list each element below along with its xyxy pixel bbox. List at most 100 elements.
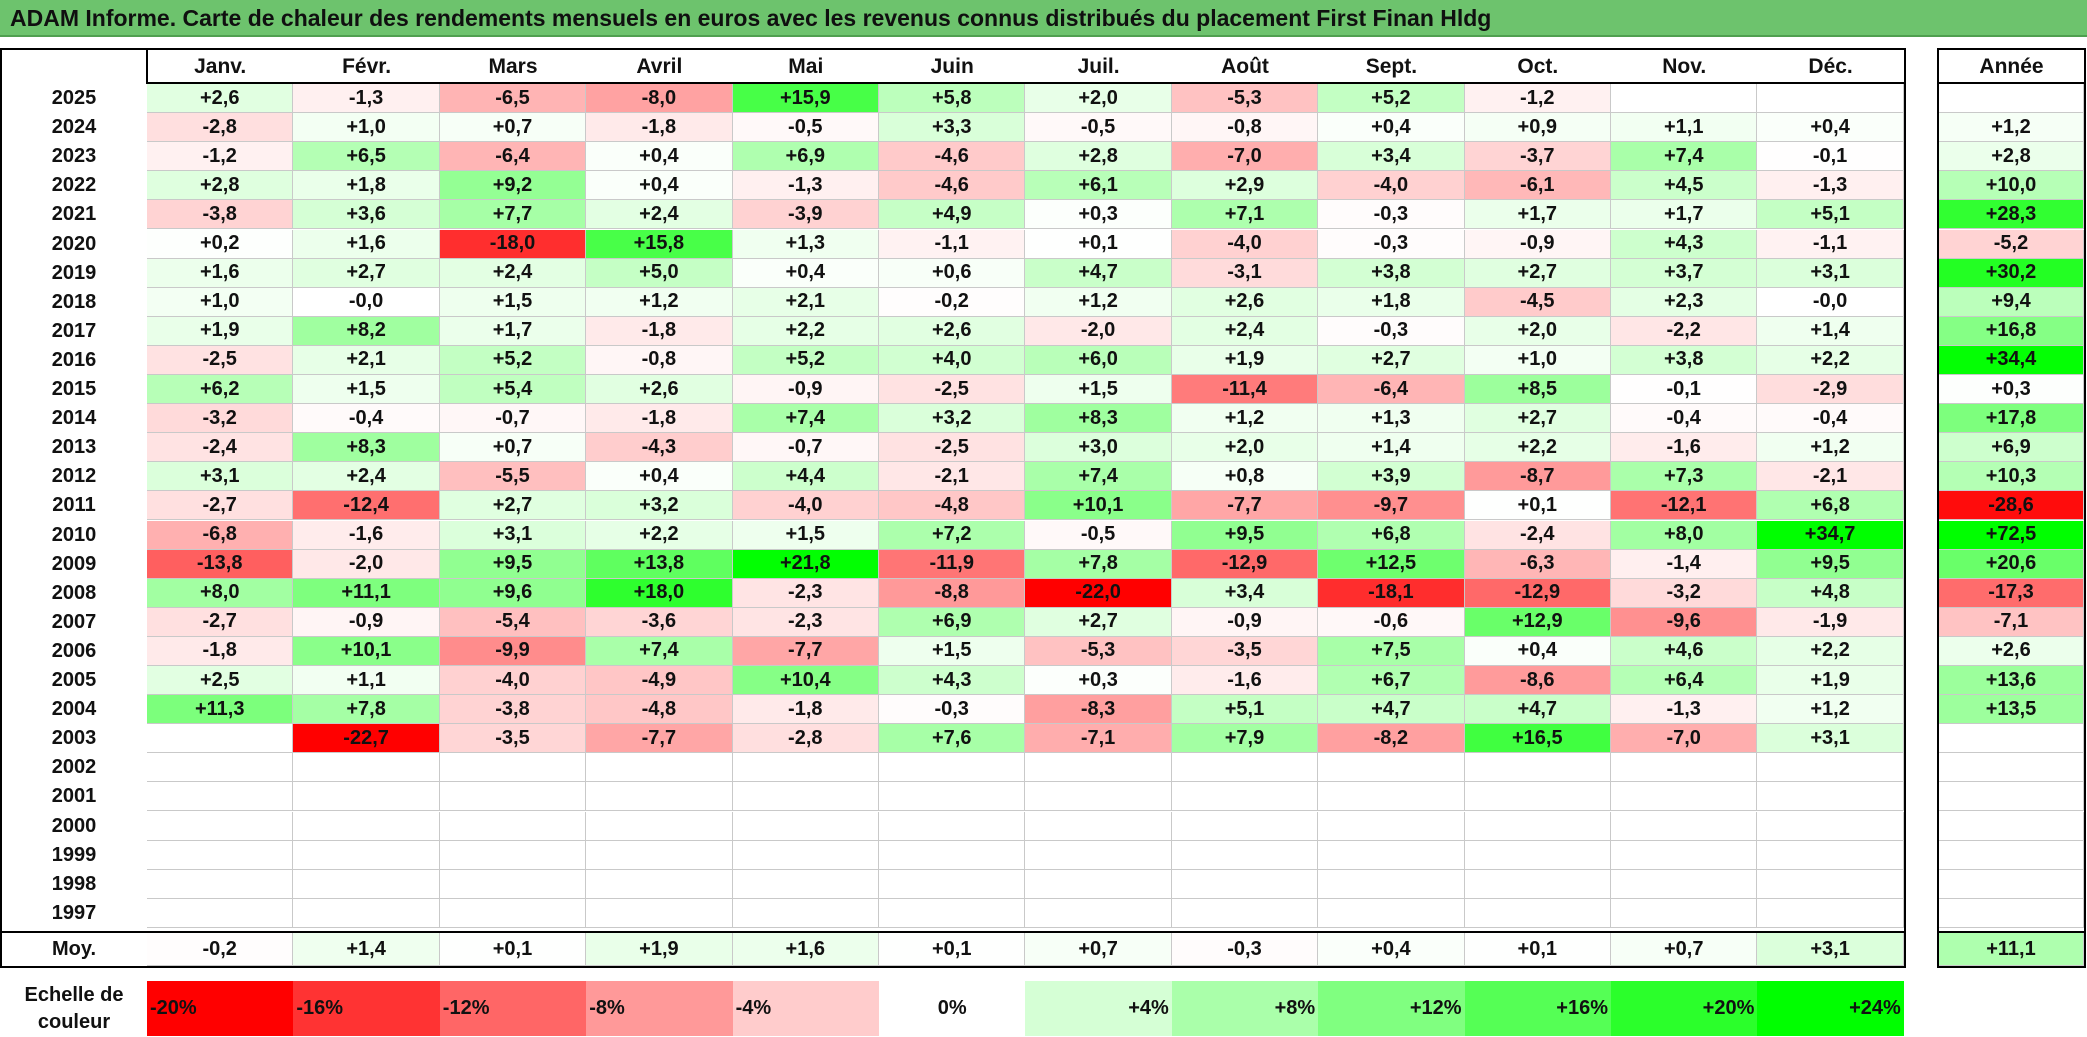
heatmap-cell: -0,5 [1025,520,1172,550]
heatmap-cell [1757,782,1904,812]
heatmap-cell [439,782,587,812]
heatmap-cell: +12,5 [1318,549,1465,579]
year-label: 2009 [51,552,97,575]
average-cell: +0,7 [1611,933,1758,966]
heatmap-cell [147,782,294,812]
heatmap-cell [147,898,294,928]
heatmap-cell: +7,2 [879,520,1026,550]
heatmap-cell: +1,5 [879,636,1026,666]
heatmap-cell: -4,0 [732,491,879,521]
heatmap-cell: -12,1 [1611,491,1758,521]
heatmap-cell: -4,6 [879,142,1026,172]
heatmap-cell [1318,840,1465,870]
heatmap-cell: -0,9 [293,607,440,637]
heatmap-cell: +15,8 [586,229,733,259]
heatmap-cell: -3,2 [147,404,294,434]
heatmap-cell [732,753,879,783]
annual-cell: +2,8 [1939,142,2084,172]
heatmap-cell [147,724,294,754]
heatmap-cell: -6,4 [1318,375,1465,405]
annual-cell: +0,3 [1939,375,2084,405]
heatmap-cell: +3,9 [1318,462,1465,492]
heatmap-cell: -6,5 [439,84,587,114]
heatmap-cell: -0,8 [1171,113,1319,143]
heatmap-cell: -12,4 [293,491,440,521]
heatmap-cell: +3,1 [1757,724,1904,754]
heatmap-cell [732,869,879,899]
heatmap-cell: +13,8 [586,549,733,579]
heatmap-cell: -4,5 [1464,287,1611,317]
heatmap-cell [293,753,440,783]
month-header: Mai [788,54,824,78]
heatmap-cell: +2,6 [879,316,1026,346]
heatmap-cell: -18,1 [1318,578,1465,608]
heatmap-cell: +2,7 [1025,607,1172,637]
annual-cell: +6,9 [1939,433,2084,463]
heatmap-cell: +3,1 [439,520,587,550]
heatmap-cell: +7,3 [1611,462,1758,492]
heatmap-cell: -7,7 [1171,491,1319,521]
heatmap-cell [1318,782,1465,812]
heatmap-cell: +1,8 [1318,287,1465,317]
heatmap-cell: -3,1 [1171,258,1319,288]
heatmap-cell: +9,5 [1171,520,1319,550]
heatmap-cell: -6,8 [147,520,294,550]
heatmap-cell [1611,753,1758,783]
heatmap-cell: +1,8 [293,171,440,201]
heatmap-cell: +0,4 [1318,113,1465,143]
heatmap-cell: -0,4 [293,404,440,434]
color-scale-swatch: -4% [732,981,879,1036]
heatmap-cell: +1,6 [293,229,440,259]
heatmap-cell: -4,0 [1171,229,1319,259]
color-scale-swatch: +12% [1318,981,1465,1036]
annual-cell: +30,2 [1939,258,2084,288]
heatmap-cell: -3,8 [439,695,587,725]
heatmap-cell [1171,840,1319,870]
heatmap-cell: -2,0 [293,549,440,579]
heatmap-cell: +0,4 [586,462,733,492]
heatmap-cell: -8,2 [1318,724,1465,754]
heatmap-cell: -2,2 [1611,316,1758,346]
heatmap-cell: +1,5 [293,375,440,405]
heatmap-cell: +6,0 [1025,345,1172,375]
heatmap-cell: +2,8 [147,171,294,201]
heatmap-cell: -13,8 [147,549,294,579]
heatmap-cell: +6,8 [1318,520,1465,550]
heatmap-cell [1757,84,1904,114]
heatmap-cell: -2,9 [1757,375,1904,405]
heatmap-cell: +1,3 [1318,404,1465,434]
heatmap-cell: +2,3 [1611,287,1758,317]
year-label: 2002 [51,756,97,779]
heatmap-cell: +8,5 [1464,375,1611,405]
heatmap-cell: +2,6 [147,84,294,114]
heatmap-cell: +0,4 [586,171,733,201]
heatmap-cell [586,898,733,928]
annual-cell: +13,6 [1939,666,2084,696]
heatmap-cell: -1,3 [293,84,440,114]
annual-cell: -17,3 [1939,578,2084,608]
month-header: Août [1221,54,1269,78]
heatmap-cell [1757,840,1904,870]
annual-cell: +2,6 [1939,636,2084,666]
heatmap-cell: +4,3 [879,666,1026,696]
heatmap-cell: -1,2 [147,142,294,172]
heatmap-cell: -1,3 [1611,695,1758,725]
heatmap-cell: +0,3 [1025,666,1172,696]
heatmap-cell: +4,3 [1611,229,1758,259]
heatmap-cell: +1,7 [439,316,587,346]
year-label: 2022 [51,174,97,197]
heatmap-cell: +5,8 [879,84,1026,114]
average-cell: +1,6 [732,933,879,966]
heatmap-cell: +0,4 [732,258,879,288]
heatmap-cell: +1,9 [1757,666,1904,696]
heatmap-cell [1464,898,1611,928]
annual-cell: -28,6 [1939,491,2084,521]
heatmap-cell: -0,7 [732,433,879,463]
heatmap-cell: -0,6 [1318,607,1465,637]
heatmap-cell [1611,898,1758,928]
heatmap-cell: +1,2 [586,287,733,317]
heatmap-cell: -7,7 [732,636,879,666]
year-label: 2001 [51,785,97,808]
heatmap-cell: +4,7 [1025,258,1172,288]
heatmap-cell: +1,3 [732,229,879,259]
